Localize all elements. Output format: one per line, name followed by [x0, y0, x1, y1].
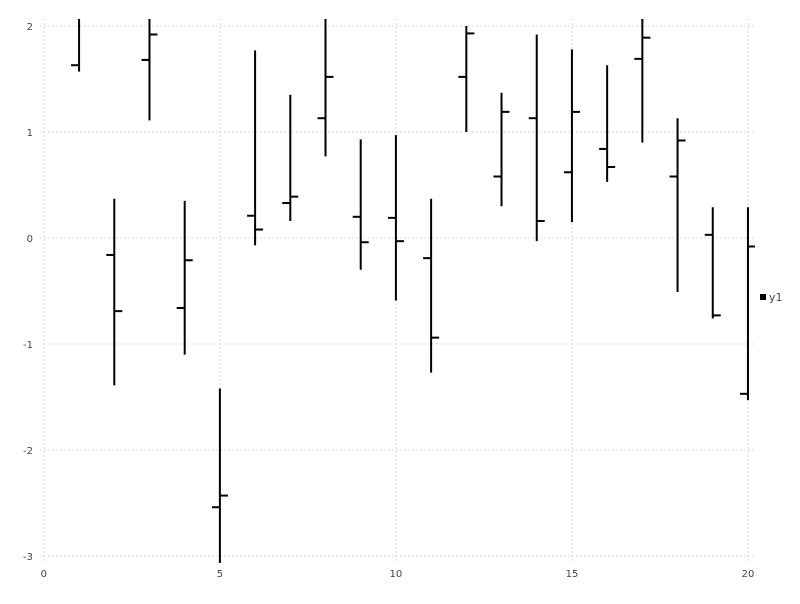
x-axis-ticks: 0 5 10 15 20: [41, 569, 755, 580]
ohlc-bar: [176, 200, 193, 355]
legend-label-y1: y1: [769, 291, 783, 304]
legend: y1: [760, 291, 783, 304]
y-axis-ticks: 2 1 0 -1 -2 -3: [23, 22, 33, 563]
ohlc-bar: [141, 19, 158, 121]
ohlc-bars: [71, 19, 755, 563]
y-tick-label: 1: [27, 128, 33, 139]
ohlc-bar: [563, 49, 580, 223]
ohlc-bar: [317, 19, 334, 157]
ohlc-bar: [352, 139, 369, 270]
ohlc-bar: [704, 207, 721, 319]
x-tick-label: 5: [217, 569, 223, 580]
ohlc-bar: [282, 94, 299, 222]
x-tick-label: 15: [566, 569, 579, 580]
ohlc-bar: [669, 118, 686, 293]
ohlc-bar: [211, 388, 228, 563]
ohlc-bar: [634, 19, 651, 143]
ohlc-bar: [387, 135, 404, 301]
y-tick-label: -1: [23, 340, 33, 351]
ohlc-bar: [528, 34, 545, 242]
ohlc-bar: [247, 50, 264, 246]
ohlc-bar: [71, 19, 81, 72]
y-tick-label: 2: [27, 22, 33, 33]
y-tick-label: 0: [27, 234, 33, 245]
y-tick-label: -3: [23, 552, 33, 563]
ohlc-bar: [599, 65, 616, 182]
x-tick-label: 0: [41, 569, 47, 580]
legend-marker-y1: [760, 294, 766, 300]
ohlc-bar: [106, 198, 123, 386]
x-tick-label: 10: [390, 569, 403, 580]
ohlc-bar: [739, 207, 755, 401]
y-tick-label: -2: [23, 446, 33, 457]
ohlc-bar: [493, 92, 510, 207]
grid: [40, 19, 755, 563]
ohlc-bar: [458, 25, 475, 132]
x-tick-label: 20: [742, 569, 755, 580]
ohlc-bar: [423, 198, 440, 373]
